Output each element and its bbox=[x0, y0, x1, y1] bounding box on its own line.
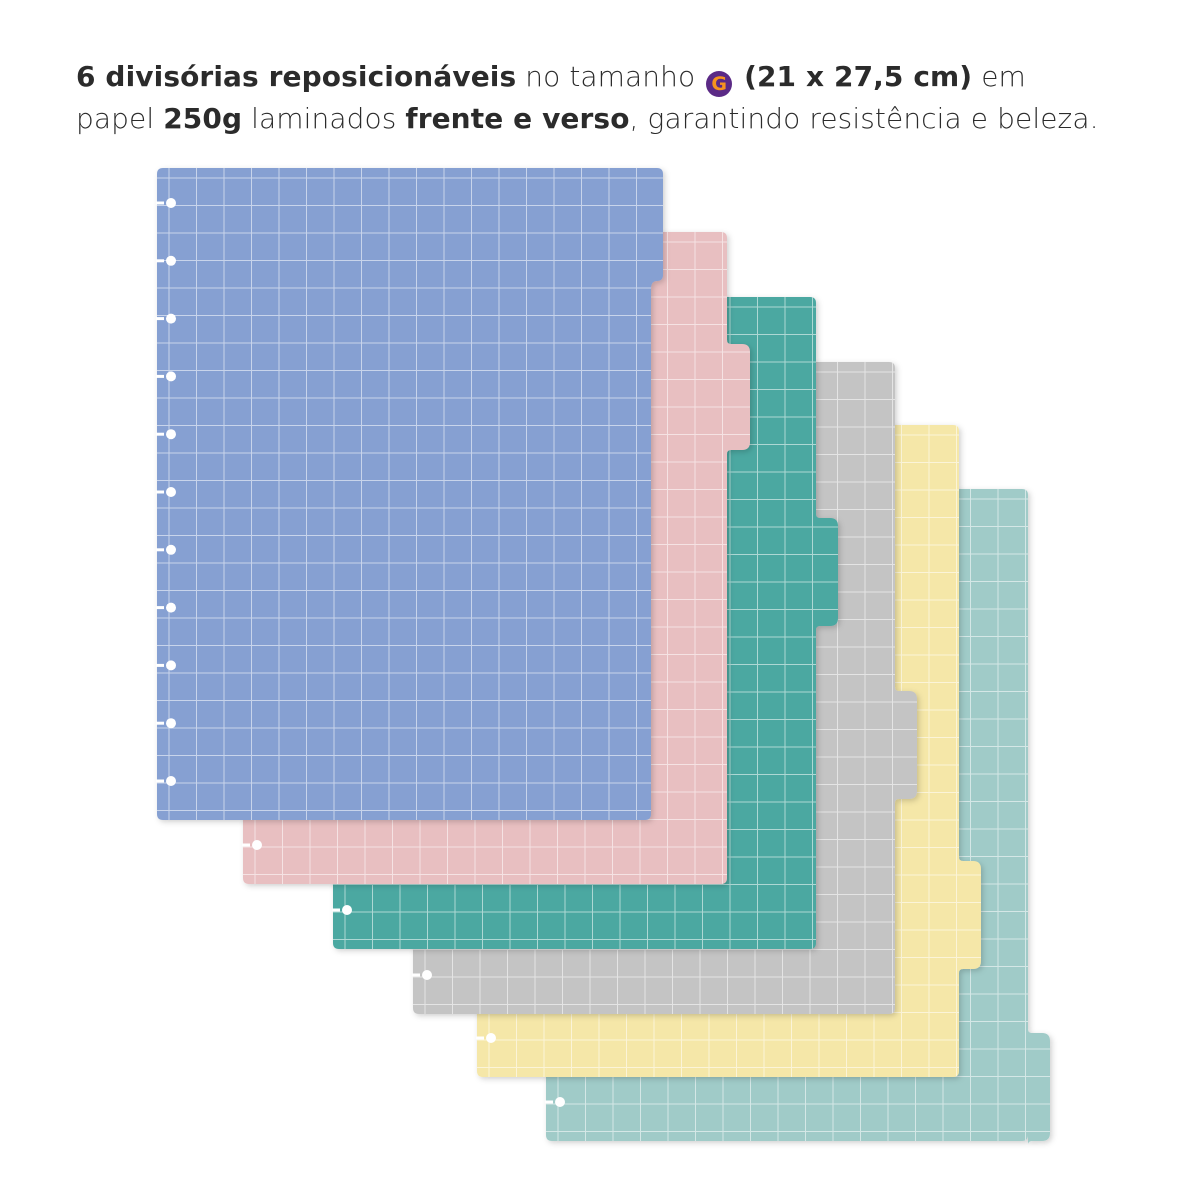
headline-dimensions: (21 x 27,5 cm) bbox=[734, 60, 973, 93]
size-g-letter: G bbox=[711, 73, 728, 95]
headline-weight: 250g bbox=[163, 102, 243, 135]
headline: 6 divisórias reposicionáveis no tamanho … bbox=[76, 56, 1176, 140]
size-g-badge: G bbox=[706, 71, 733, 97]
headline-text: , garantindo resistência e beleza. bbox=[629, 102, 1099, 135]
headline-text: em bbox=[972, 60, 1026, 93]
headline-line-1: 6 divisórias reposicionáveis no tamanho … bbox=[76, 56, 1176, 98]
headline-line-2: papel 250g laminados frente e verso, gar… bbox=[76, 98, 1176, 140]
divider-blue bbox=[156, 168, 663, 820]
headline-text: no tamanho bbox=[516, 60, 705, 93]
divider-sheet bbox=[157, 168, 663, 820]
headline-count: 6 divisórias reposicionáveis bbox=[76, 60, 517, 93]
headline-text: papel bbox=[76, 102, 164, 135]
headline-text: laminados bbox=[242, 102, 406, 135]
punch-holes bbox=[156, 198, 176, 786]
headline-sides: frente e verso bbox=[405, 102, 630, 135]
